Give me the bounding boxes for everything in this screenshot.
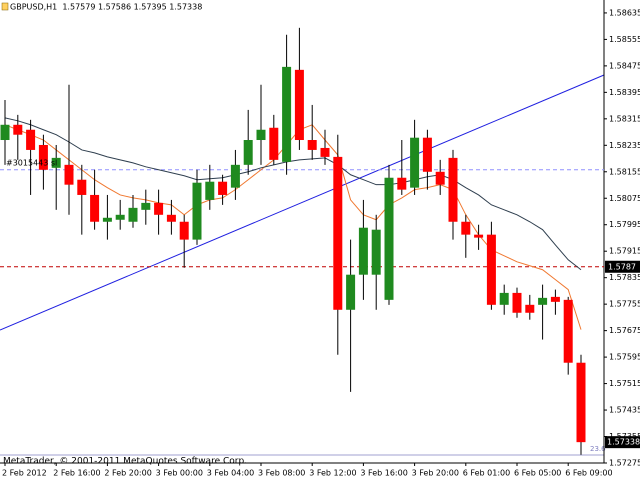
y-tick-label: 1.57835 (609, 273, 640, 282)
candle-body (397, 177, 407, 190)
x-tick-label: 6 Feb 09:00 (565, 469, 612, 478)
candle-body (128, 207, 138, 222)
candle-body (358, 227, 368, 275)
last-price-label: 1.57338 (607, 438, 640, 447)
copyright: MetaTrader, © 2001-2011 MetaQuotes Softw… (3, 457, 247, 467)
y-tick-label: 1.57995 (609, 220, 640, 229)
candle-body (218, 181, 228, 195)
candle-body (0, 124, 10, 141)
level-label: #3015443 sl (6, 158, 57, 167)
candle-body (243, 140, 253, 165)
y-tick-label: 1.58555 (609, 35, 640, 44)
candle-body (461, 221, 471, 235)
x-tick-label: 2 Feb 16:00 (53, 469, 100, 478)
y-tick-label: 1.57515 (609, 379, 640, 388)
y-tick-label: 1.57275 (609, 459, 640, 468)
candle-body (422, 137, 432, 172)
candle-body (256, 129, 266, 141)
candle-body (230, 164, 240, 188)
candle-body (371, 229, 381, 275)
y-tick-label: 1.57675 (609, 326, 640, 335)
candle-body (525, 304, 535, 313)
candle-body (269, 127, 279, 160)
candle-body (282, 66, 292, 162)
x-tick-label: 6 Feb 05:00 (514, 469, 561, 478)
plot-area (0, 27, 604, 455)
x-tick-label: 2 Feb 2012 (2, 469, 47, 478)
candle-body (538, 297, 548, 305)
y-tick-label: 1.58155 (609, 167, 640, 176)
candle-body (294, 69, 304, 141)
candle-body (346, 274, 356, 310)
candle-body (38, 144, 48, 170)
candle-body (192, 182, 202, 240)
level-label-box (605, 260, 640, 273)
moving-average (4, 117, 582, 271)
candle-body (307, 140, 317, 150)
y-tick-label: 1.58395 (609, 88, 640, 97)
candle-body (115, 214, 125, 220)
y-tick-label: 1.58075 (609, 194, 640, 203)
candle-body (486, 234, 496, 305)
x-tick-label: 6 Feb 01:00 (463, 469, 510, 478)
candle-body (448, 157, 458, 222)
candle-body (26, 129, 36, 150)
x-tick-label: 3 Feb 12:00 (309, 469, 356, 478)
y-tick-label: 1.57435 (609, 406, 640, 415)
candle-body (166, 214, 176, 222)
candle-body (154, 202, 164, 215)
y-tick-label: 1.58315 (609, 114, 640, 123)
y-tick-label: 1.57915 (609, 247, 640, 256)
candle-body (550, 296, 560, 302)
candle-body (512, 292, 522, 313)
candle-body (179, 221, 189, 240)
moving-average (4, 124, 582, 330)
x-tick-label: 3 Feb 08:00 (258, 469, 305, 478)
candle-body (384, 177, 394, 300)
candle-body (77, 179, 87, 195)
y-tick-label: 1.58635 (609, 8, 640, 17)
fib-label: 23.6 (590, 445, 606, 453)
x-tick-label: 3 Feb 00:00 (156, 469, 203, 478)
candle-body (13, 124, 23, 135)
candle-body (563, 299, 573, 363)
x-tick-label: 3 Feb 04:00 (207, 469, 254, 478)
candle-body (102, 217, 112, 222)
trend-line (0, 74, 605, 331)
candle-body (435, 171, 445, 185)
x-tick-label: 3 Feb 20:00 (412, 469, 459, 478)
y-tick-label: 1.57595 (609, 353, 640, 362)
candle-body (576, 362, 586, 443)
candle-body (333, 156, 343, 310)
candle-body (64, 164, 74, 185)
level-label: 1.5787 (608, 262, 636, 271)
chart-title: GBPUSD,H1 1.57579 1.57586 1.57395 1.5733… (10, 3, 202, 12)
candle-body (410, 137, 420, 188)
candle-body (205, 181, 215, 200)
candle-body (320, 147, 330, 157)
candle-body (474, 234, 484, 238)
x-tick-label: 2 Feb 20:00 (104, 469, 151, 478)
candle-body (499, 292, 509, 305)
candle-body (51, 157, 61, 168)
candle-body (90, 194, 100, 222)
x-tick-label: 3 Feb 16:00 (360, 469, 407, 478)
y-tick-label: 1.58235 (609, 141, 640, 150)
y-tick-label: 1.58475 (609, 61, 640, 70)
y-tick-label: 1.57755 (609, 300, 640, 309)
symbol-icon (1, 2, 9, 11)
last-price-box (605, 436, 640, 449)
candle-body (141, 202, 151, 210)
